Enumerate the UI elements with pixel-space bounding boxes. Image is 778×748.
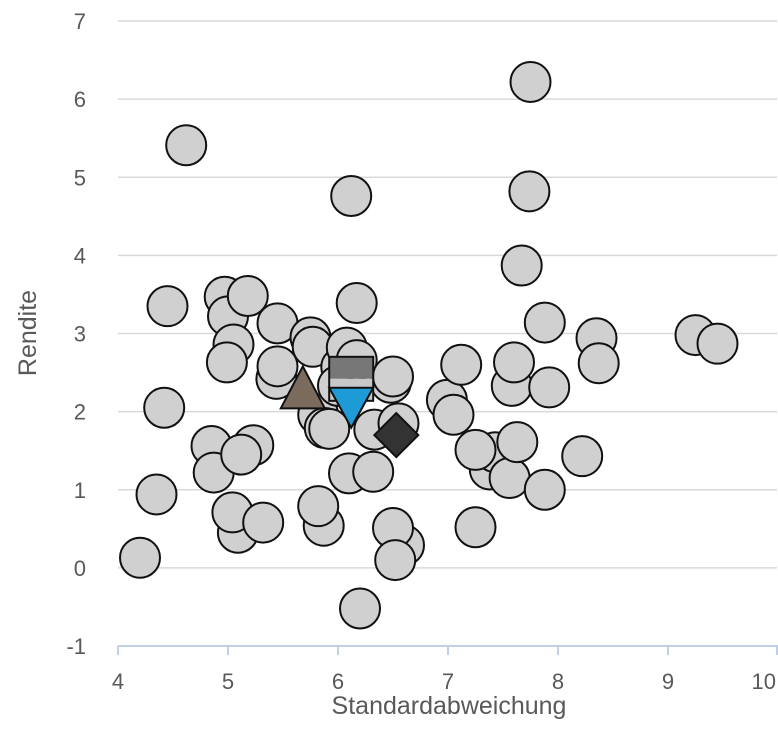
data-point-triangle-down: [327, 386, 375, 430]
data-point-circle: [330, 175, 373, 217]
x-tick-label: 8: [552, 669, 564, 694]
data-point-circle: [523, 468, 566, 511]
x-tick-label: 9: [662, 669, 674, 694]
data-point-circle: [440, 343, 483, 386]
data-point-circle: [528, 366, 571, 409]
x-tick-label: 10: [752, 669, 776, 694]
x-tick-label: 4: [112, 669, 124, 694]
data-point-circle: [335, 282, 378, 325]
y-axis-title: Rendite: [14, 290, 42, 376]
data-point-circle: [146, 285, 189, 328]
x-axis-title: Standardabweichung: [332, 692, 567, 720]
data-point-circle: [372, 355, 414, 398]
data-point-circle: [454, 506, 497, 549]
data-point-circle: [523, 301, 566, 344]
data-point-circle: [454, 428, 497, 471]
data-point-circle: [308, 407, 351, 450]
x-axis-ticks: 4 5 6 7 8 9 10: [112, 646, 778, 694]
data-point-circle: [242, 501, 285, 544]
data-point-circle: [561, 435, 604, 478]
y-tick-label: 1: [74, 478, 86, 503]
plot-markers: [119, 60, 739, 630]
y-tick-label: 6: [74, 87, 86, 112]
x-tick-label: 7: [442, 669, 454, 694]
data-point-circle: [119, 536, 161, 579]
y-tick-label: 4: [74, 243, 86, 268]
data-point-circle: [493, 341, 535, 384]
data-point-circle: [256, 345, 299, 388]
data-point-circle: [339, 587, 381, 630]
x-tick-label: 5: [222, 669, 234, 694]
data-point-circle: [143, 386, 186, 429]
data-point-circle: [508, 170, 551, 213]
data-point-circle: [577, 342, 620, 385]
data-point-circle: [696, 322, 739, 365]
x-tick-label: 6: [332, 669, 344, 694]
y-tick-label: 7: [74, 9, 86, 34]
y-tick-label: 2: [74, 400, 86, 425]
data-point-circle: [374, 539, 417, 582]
data-point-circle: [509, 60, 552, 103]
data-point-circle: [220, 433, 263, 476]
data-point-circle: [488, 457, 531, 500]
data-point-triangle-up: [279, 364, 327, 410]
data-point-circle: [205, 341, 248, 384]
y-axis-ticks: -1 0 1 2 3 4 5 6 7: [66, 9, 86, 659]
data-point-circle: [352, 450, 395, 493]
y-tick-label: 0: [74, 556, 86, 581]
data-point-circle: [432, 393, 475, 436]
data-point-circle: [500, 244, 543, 287]
y-tick-label: 3: [74, 322, 86, 347]
y-tick-label: -1: [66, 634, 86, 659]
data-point-circle: [165, 124, 208, 167]
data-point-diamond: [372, 411, 420, 459]
y-tick-label: 5: [74, 165, 86, 190]
data-point-circle: [135, 473, 178, 516]
data-point-circle: [226, 275, 269, 317]
data-point-circle: [496, 421, 539, 464]
data-point-circle: [297, 485, 340, 528]
